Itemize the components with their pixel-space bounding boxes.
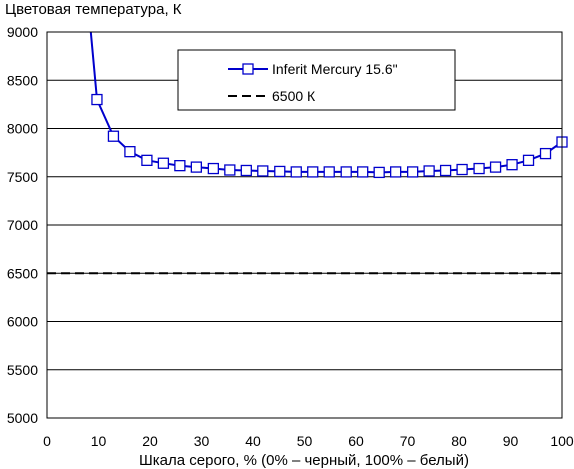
data-point-marker — [456, 163, 468, 176]
x-tick-label: 0 — [43, 433, 51, 449]
x-tick-label: 70 — [400, 433, 416, 449]
data-point-marker — [157, 157, 170, 169]
x-tick-label: 40 — [245, 433, 261, 449]
y-tick-labels: 5000 5500 6000 6500 7000 7500 8000 8500 9000 — [7, 24, 38, 426]
series-layer — [47, 31, 568, 275]
data-point-marker — [174, 160, 186, 172]
data-point-marker — [340, 166, 352, 178]
legend-marker-series-1 — [242, 63, 254, 75]
legend-label-series-1: Inferit Mercury 15.6" — [272, 61, 398, 77]
data-point-marker — [290, 166, 302, 178]
data-point-marker — [473, 162, 485, 175]
x-tick-label: 90 — [503, 433, 519, 449]
x-tick-label: 30 — [194, 433, 210, 449]
legend-label-series-2: 6500 К — [272, 88, 316, 104]
data-point-marker — [406, 166, 419, 178]
plot-frame — [46, 31, 563, 419]
x-tick-label: 60 — [348, 433, 364, 449]
x-axis-title: Шкала серого, % (0% – черный, 100% – бел… — [139, 452, 469, 469]
x-tick-label: 50 — [297, 433, 313, 449]
data-point-marker — [190, 161, 203, 173]
y-tick-label: 6000 — [7, 314, 38, 330]
data-point-marker — [390, 166, 402, 178]
data-point-marker — [207, 162, 219, 175]
legend: Inferit Mercury 15.6" 6500 К — [177, 49, 456, 111]
y-tick-label: 5500 — [7, 362, 38, 378]
data-point-marker — [506, 159, 518, 171]
data-point-marker — [307, 166, 319, 178]
data-point-marker — [357, 166, 369, 178]
data-point-marker — [141, 154, 153, 166]
data-point-marker — [439, 164, 452, 177]
x-tick-labels: 0 10 20 30 40 50 60 70 80 90 100 — [43, 433, 574, 449]
data-point-marker — [539, 147, 552, 160]
data-point-marker — [522, 154, 535, 166]
x-tick-label: 80 — [451, 433, 467, 449]
data-point-marker — [489, 161, 502, 173]
y-axis-title: Цветовая температура, К — [5, 1, 182, 18]
data-point-marker — [240, 164, 252, 177]
gridlines — [47, 79, 562, 371]
y-tick-label: 8500 — [7, 72, 38, 88]
x-tick-label: 20 — [142, 433, 158, 449]
data-point-marker — [91, 93, 103, 106]
y-tick-label: 5000 — [7, 410, 38, 426]
x-tick-label: 10 — [91, 433, 107, 449]
data-point-marker — [323, 166, 335, 178]
legend-box — [177, 49, 456, 111]
data-point-marker — [274, 165, 286, 178]
y-tick-label: 8000 — [7, 121, 38, 137]
data-point-marker — [124, 146, 136, 158]
data-point-marker — [224, 164, 236, 176]
y-tick-label: 9000 — [7, 24, 38, 40]
x-tick-label: 100 — [550, 433, 574, 449]
data-point-marker — [423, 165, 435, 177]
y-tick-label: 7000 — [7, 217, 38, 233]
data-point-marker — [107, 130, 120, 142]
data-point-marker — [257, 165, 269, 177]
y-tick-label: 7500 — [7, 169, 38, 185]
y-tick-label: 6500 — [7, 265, 38, 281]
data-point-marker — [373, 166, 385, 179]
